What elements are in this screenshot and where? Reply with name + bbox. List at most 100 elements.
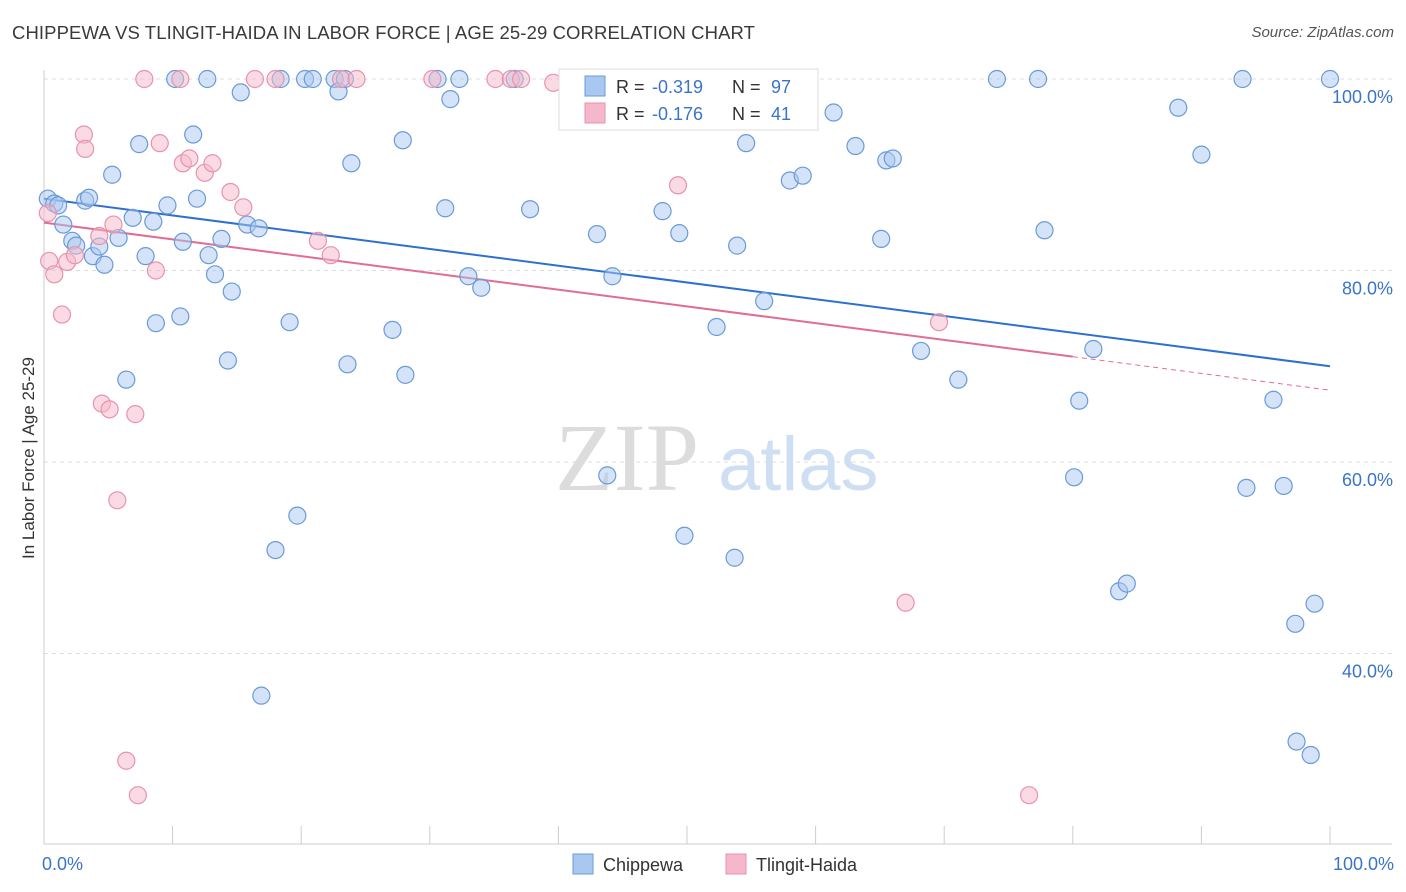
point-chippewa-52 <box>450 69 469 89</box>
point-chippewa-99 <box>1320 69 1340 89</box>
point-tlingit-haida-32 <box>423 69 442 89</box>
legend-n-label-tlingit-haida: N = <box>732 104 761 124</box>
y-tick-label-3: 40.0% <box>1342 662 1393 682</box>
point-chippewa-35 <box>266 540 285 560</box>
grid-lines <box>44 78 1392 654</box>
point-chippewa-90 <box>1192 145 1211 164</box>
point-chippewa-91 <box>1233 69 1252 89</box>
point-tlingit-haida-11 <box>104 215 123 234</box>
point-tlingit-haida-38 <box>896 593 915 612</box>
point-chippewa-74 <box>824 103 843 122</box>
point-tlingit-haida-18 <box>150 134 169 153</box>
legend-n-value-tlingit-haida: 41 <box>771 104 791 124</box>
point-chippewa-37 <box>280 313 299 332</box>
trend-line-chippewa <box>43 197 1331 368</box>
point-chippewa-40 <box>303 69 322 89</box>
point-tlingit-haida-23 <box>203 154 222 173</box>
point-tlingit-haida-35 <box>512 69 531 89</box>
point-chippewa-80 <box>949 370 968 389</box>
bottom-legend: Chippewa Tlingit-Haida <box>572 853 858 875</box>
point-chippewa-31 <box>231 83 250 102</box>
chart-title: CHIPPEWA VS TLINGIT-HAIDA IN LABOR FORCE… <box>12 22 756 43</box>
point-chippewa-22 <box>173 232 192 251</box>
legend-n-value-chippewa: 97 <box>771 77 791 97</box>
point-chippewa-57 <box>587 225 607 244</box>
point-tlingit-haida-40 <box>1019 786 1039 805</box>
trend-line-tlingit-haida <box>43 221 1073 358</box>
point-tlingit-haida-29 <box>321 246 340 265</box>
point-tlingit-haida-21 <box>180 149 199 168</box>
point-tlingit-haida-25 <box>234 198 253 217</box>
point-tlingit-haida-30 <box>331 69 351 89</box>
point-chippewa-58 <box>598 466 617 485</box>
point-chippewa-93 <box>1264 390 1283 409</box>
point-chippewa-3 <box>54 215 73 234</box>
point-chippewa-38 <box>288 506 307 525</box>
legend-n-label-chippewa: N = <box>732 77 761 97</box>
legend-r-label-chippewa: R = <box>616 77 645 97</box>
point-chippewa-51 <box>441 90 460 109</box>
bottom-legend-swatch-chippewa <box>572 853 594 875</box>
point-tlingit-haida-24 <box>221 182 240 202</box>
point-chippewa-14 <box>123 208 142 227</box>
point-tlingit-haida-13 <box>117 751 136 770</box>
point-chippewa-7 <box>79 188 99 207</box>
point-chippewa-26 <box>199 246 218 265</box>
y-tick-label-0: 100.0% <box>1332 87 1393 107</box>
bottom-legend-swatch-tlingit-haida <box>725 853 747 875</box>
point-tlingit-haida-17 <box>146 261 165 280</box>
point-chippewa-64 <box>670 224 689 243</box>
point-tlingit-haida-12 <box>108 491 127 510</box>
point-chippewa-79 <box>911 341 931 361</box>
point-chippewa-92 <box>1237 478 1256 497</box>
axes <box>43 70 1392 845</box>
y-tick-label-1: 80.0% <box>1342 279 1393 299</box>
point-chippewa-88 <box>1117 574 1136 593</box>
point-tlingit-haida-15 <box>128 786 147 805</box>
legend-swatch-tlingit-haida <box>584 102 606 124</box>
point-chippewa-33 <box>249 219 268 238</box>
point-chippewa-59 <box>603 267 622 286</box>
point-chippewa-45 <box>342 154 361 173</box>
point-chippewa-27 <box>205 265 225 284</box>
point-chippewa-17 <box>144 212 163 231</box>
point-chippewa-54 <box>472 278 491 297</box>
point-chippewa-46 <box>383 320 402 339</box>
point-chippewa-86 <box>1084 339 1103 359</box>
point-tlingit-haida-3 <box>52 305 72 324</box>
y-tick-label-2: 60.0% <box>1342 470 1393 490</box>
point-chippewa-94 <box>1274 476 1293 496</box>
point-chippewa-44 <box>338 355 357 374</box>
point-chippewa-21 <box>171 307 190 326</box>
point-chippewa-15 <box>130 135 149 154</box>
point-tlingit-haida-39 <box>929 313 949 332</box>
point-tlingit-haida-19 <box>171 69 190 89</box>
point-tlingit-haida-37 <box>668 176 688 195</box>
x-tick-label-1: 100.0% <box>1333 854 1394 874</box>
point-chippewa-84 <box>1064 468 1084 487</box>
point-chippewa-16 <box>136 247 155 266</box>
point-chippewa-19 <box>158 196 177 215</box>
legend-swatch-chippewa <box>584 75 606 97</box>
point-chippewa-82 <box>1028 69 1048 89</box>
point-chippewa-25 <box>198 69 217 89</box>
point-chippewa-78 <box>883 149 902 168</box>
point-chippewa-70 <box>737 134 756 153</box>
point-chippewa-73 <box>793 166 812 185</box>
point-chippewa-65 <box>675 526 694 545</box>
watermark-zip: ZIP <box>555 404 699 511</box>
x-tick-label-0: 0.0% <box>42 854 83 874</box>
point-tlingit-haida-0 <box>38 203 57 223</box>
point-tlingit-haida-8 <box>90 226 109 246</box>
point-chippewa-13 <box>117 370 136 389</box>
point-tlingit-haida-16 <box>135 69 154 89</box>
point-tlingit-haida-5 <box>65 246 84 265</box>
point-tlingit-haida-10 <box>100 400 119 419</box>
y-tick-labels: 100.0% 80.0% 60.0% 40.0% <box>1332 87 1393 682</box>
point-chippewa-66 <box>707 317 726 337</box>
point-tlingit-haida-31 <box>347 69 366 89</box>
point-chippewa-96 <box>1287 732 1306 751</box>
watermark-atlas: atlas <box>718 422 879 507</box>
data-points <box>38 69 1340 805</box>
